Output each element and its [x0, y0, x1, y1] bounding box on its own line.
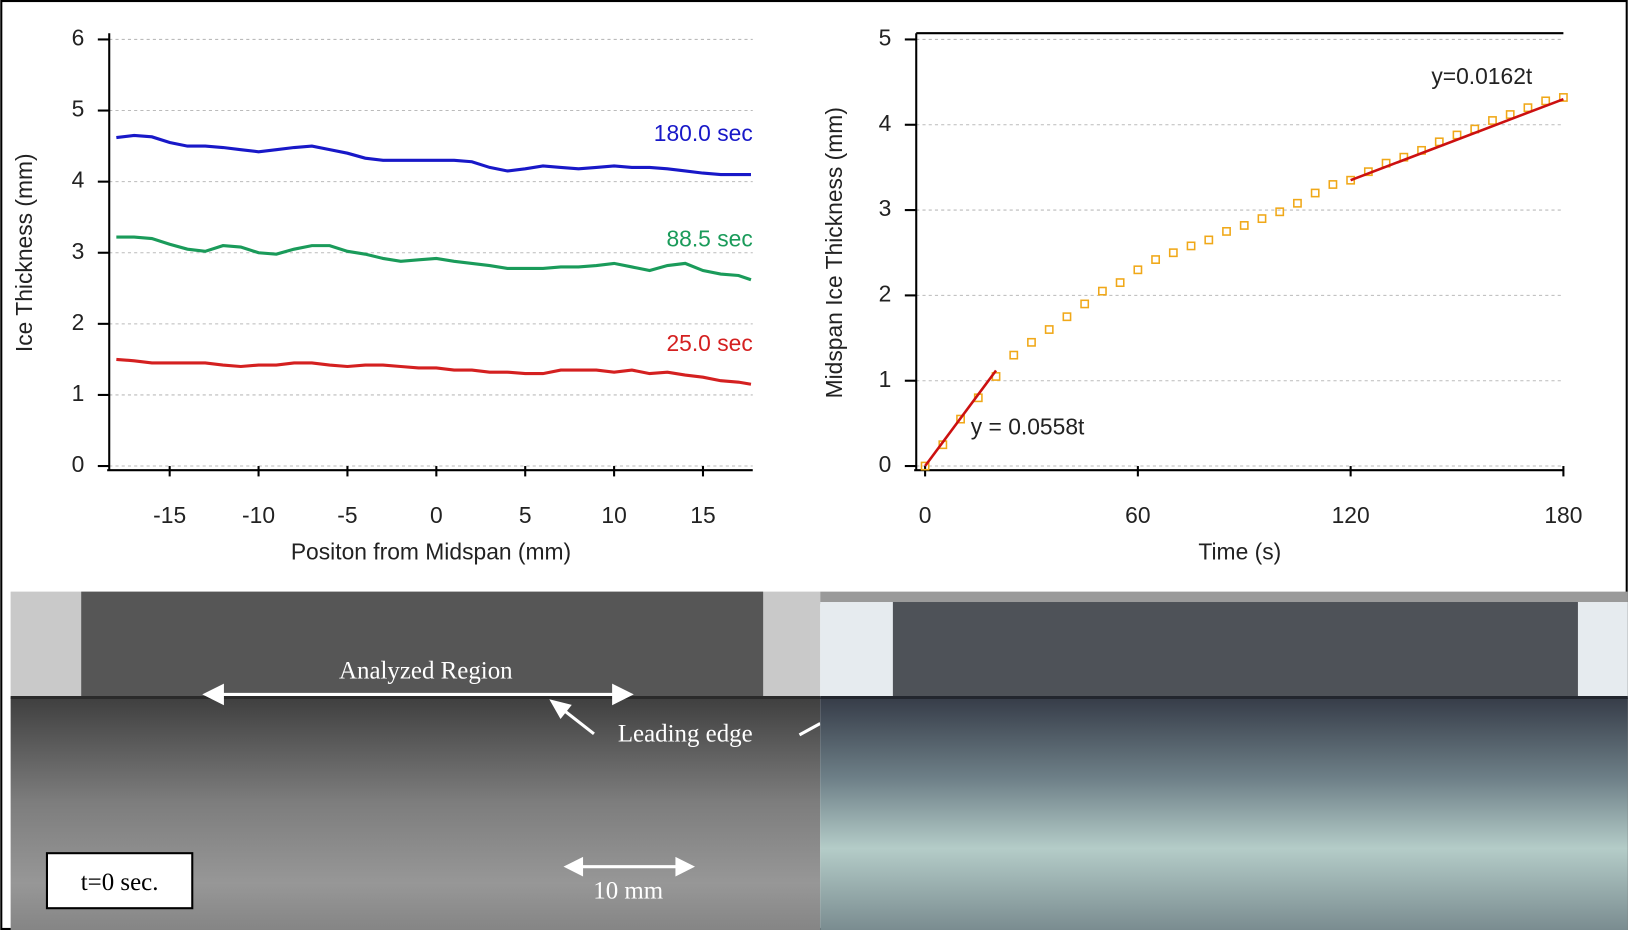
x-tick-label: 0 [430, 502, 443, 528]
y-tick-label: 4 [72, 167, 85, 193]
y-axis-label: Midspan Ice Thickness (mm) [821, 107, 847, 398]
y-tick-label: 0 [879, 451, 892, 477]
y-tick-label: 1 [72, 380, 85, 406]
y-tick-label: 5 [72, 96, 85, 122]
fit-line [1350, 97, 1564, 182]
point [1115, 278, 1125, 288]
point [1133, 265, 1143, 275]
point [920, 461, 930, 471]
point [1062, 312, 1072, 322]
fit-line [924, 369, 998, 467]
point [1541, 96, 1551, 106]
series-line [116, 357, 752, 386]
photo-right [820, 591, 1628, 930]
point [1293, 198, 1302, 208]
y-tick-label: 1 [879, 366, 892, 392]
y-tick-label: 4 [879, 110, 892, 136]
photo-label: Leading edge [618, 721, 753, 748]
point [1080, 299, 1090, 309]
x-tick-label: 180 [1544, 502, 1582, 528]
x-tick-label: 5 [519, 502, 532, 528]
point [1186, 241, 1196, 251]
photo-left [10, 591, 821, 930]
point [1204, 235, 1214, 245]
point [1257, 214, 1267, 224]
point [1009, 350, 1019, 360]
point [1310, 188, 1320, 198]
point [1239, 221, 1249, 230]
x-tick-label: -5 [337, 502, 357, 528]
x-tick-label: 60 [1125, 502, 1150, 528]
x-tick-label: 10 [601, 502, 626, 528]
x-tick-label: 120 [1332, 502, 1370, 528]
annotation: y=0.0162t [1431, 63, 1533, 89]
series-line [116, 133, 751, 177]
photo-label: t=0 sec. [81, 869, 159, 896]
y-tick-label: 2 [879, 280, 892, 306]
point [1168, 248, 1178, 258]
x-axis-label: Time (s) [1198, 538, 1281, 564]
point [1044, 325, 1054, 334]
point [1505, 110, 1515, 119]
x-tick-label: 0 [919, 502, 932, 528]
photo-label: 10 mm [593, 877, 663, 904]
series-label: 88.5 sec [666, 225, 752, 251]
x-axis-label: Positon from Midspan (mm) [291, 538, 571, 564]
y-tick-label: 6 [72, 24, 85, 50]
point [1523, 103, 1533, 113]
y-axis-label: Ice Thickness (mm) [11, 153, 37, 352]
point [956, 414, 965, 424]
point [1151, 255, 1161, 264]
point [1275, 207, 1285, 217]
point [1097, 286, 1107, 296]
series-label: 25.0 sec [666, 330, 752, 356]
y-tick-label: 3 [72, 238, 85, 264]
x-tick-label: 15 [690, 502, 715, 528]
x-tick-label: -15 [153, 502, 186, 528]
photo-label: Analyzed Region [339, 657, 513, 684]
x-tick-label: -10 [242, 502, 275, 528]
point [1558, 93, 1568, 102]
y-tick-label: 5 [879, 24, 892, 50]
point [1222, 226, 1231, 236]
series-line [116, 235, 752, 282]
point [1027, 337, 1036, 347]
point [1488, 116, 1497, 125]
y-tick-label: 0 [72, 451, 85, 477]
series-label: 180.0 sec [654, 120, 753, 146]
y-tick-label: 3 [879, 195, 892, 221]
point [1328, 180, 1338, 189]
annotation: y = 0.0558t [971, 414, 1085, 440]
y-tick-label: 2 [72, 309, 85, 335]
